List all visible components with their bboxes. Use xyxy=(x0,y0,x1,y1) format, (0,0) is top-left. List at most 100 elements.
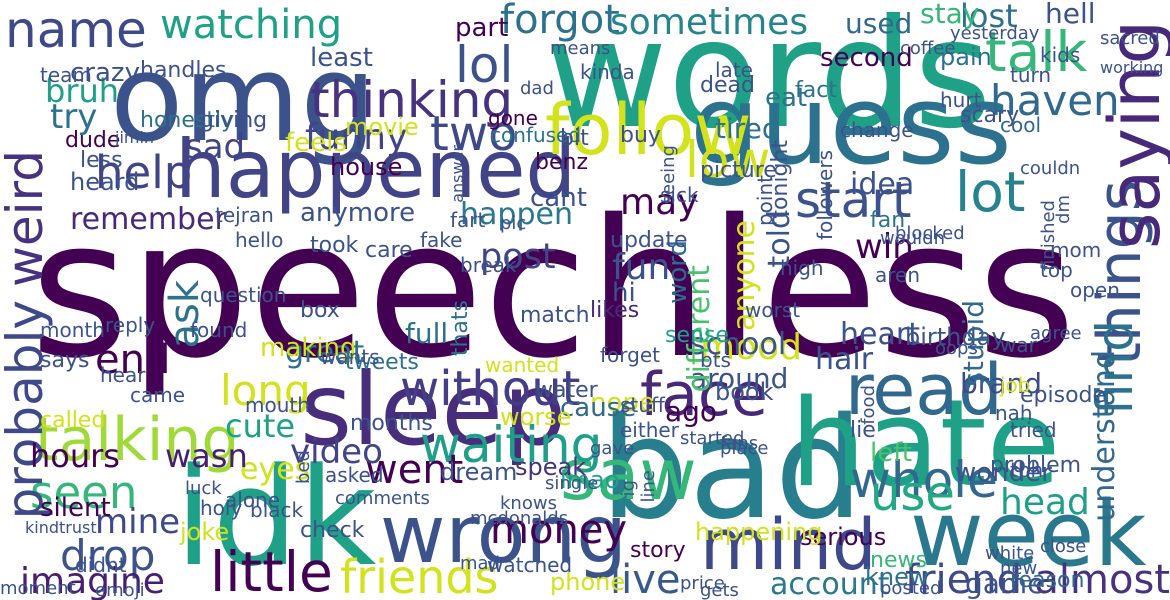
cloud-word: second xyxy=(820,43,913,73)
cloud-word: head xyxy=(1000,482,1090,523)
cloud-word: ago xyxy=(665,395,718,428)
cloud-word: may xyxy=(620,182,699,223)
cloud-word: wasn xyxy=(165,437,248,475)
cloud-word: month xyxy=(40,318,105,342)
cloud-word: black xyxy=(250,498,304,522)
cloud-word: lost xyxy=(960,0,1018,35)
cloud-word: crazy xyxy=(70,58,140,88)
cloud-word: couldn xyxy=(1020,158,1081,179)
cloud-word: news xyxy=(870,548,927,573)
cloud-word: forgot xyxy=(500,0,620,43)
cloud-word: check xyxy=(300,518,365,543)
cloud-word: speak xyxy=(515,453,587,481)
cloud-word: giving xyxy=(200,108,268,133)
cloud-word: called xyxy=(40,408,106,433)
cloud-word: hurt xyxy=(940,88,982,112)
cloud-word: seeing xyxy=(658,145,679,205)
cloud-word: fun xyxy=(612,247,671,288)
cloud-word: end xyxy=(95,337,171,383)
cloud-word: post xyxy=(480,237,556,277)
cloud-word: joke xyxy=(180,518,230,546)
cloud-word: went xyxy=(365,447,464,493)
cloud-word: low xyxy=(685,131,771,189)
cloud-word: change xyxy=(840,118,914,142)
cloud-word: knew xyxy=(865,563,929,591)
cloud-word: part xyxy=(455,13,509,43)
cloud-word: pic xyxy=(500,213,527,234)
cloud-word: tbh xyxy=(1010,458,1044,482)
cloud-word: little xyxy=(210,540,333,600)
cloud-word: lol xyxy=(455,36,514,94)
cloud-word: almost xyxy=(1034,557,1170,600)
cloud-word: seen xyxy=(30,466,138,519)
cloud-word: two xyxy=(430,106,518,162)
cloud-word: silent xyxy=(40,493,111,523)
cloud-word: luck xyxy=(185,478,222,499)
cloud-word: mood xyxy=(700,327,802,368)
cloud-word: comments xyxy=(335,488,430,509)
cloud-word: gave xyxy=(590,438,635,459)
cloud-word: reply xyxy=(105,313,156,337)
cloud-word: price xyxy=(680,573,725,594)
cloud-word: asked xyxy=(325,463,384,487)
cloud-word: omg xyxy=(110,30,377,169)
cloud-word: whole xyxy=(850,451,998,509)
cloud-word: bed xyxy=(293,450,314,484)
cloud-word: close xyxy=(1040,536,1087,557)
cloud-word: great xyxy=(285,335,365,370)
cloud-word: read xyxy=(845,349,1003,431)
cloud-word: question xyxy=(200,283,287,307)
cloud-word: imagine xyxy=(20,561,165,600)
cloud-word: knows xyxy=(500,493,557,514)
cloud-word: thinking xyxy=(310,71,514,129)
cloud-word: lot xyxy=(955,160,1026,224)
cloud-word: picture xyxy=(700,158,777,183)
cloud-word: happened xyxy=(175,123,577,216)
cloud-word: sick xyxy=(660,183,699,207)
cloud-word: week xyxy=(910,482,1147,587)
cloud-word: video xyxy=(290,432,383,472)
cloud-word: used xyxy=(845,7,913,40)
cloud-word: tired xyxy=(715,112,780,145)
cloud-word: mine xyxy=(95,502,181,542)
cloud-word: honestly xyxy=(140,108,235,133)
cloud-word: funny xyxy=(305,117,408,158)
cloud-word: followers xyxy=(813,150,837,240)
cloud-word: talking xyxy=(35,405,240,475)
cloud-word: buy xyxy=(620,123,661,148)
cloud-word: wrong xyxy=(380,488,627,581)
cloud-word: hours xyxy=(30,437,120,475)
cloud-word: ig xyxy=(618,480,639,497)
cloud-word: house xyxy=(330,153,403,181)
cloud-word: benz xyxy=(535,150,588,175)
cloud-word: drop xyxy=(60,531,156,580)
cloud-word: point xyxy=(753,175,777,227)
cloud-word: game xyxy=(965,567,1045,600)
cloud-word: war xyxy=(1000,333,1037,357)
cloud-word: oops xyxy=(935,338,978,359)
cloud-word: school xyxy=(690,327,787,362)
cloud-word: gets xyxy=(700,580,739,600)
cloud-word: nah xyxy=(995,401,1033,425)
cloud-word: try xyxy=(50,97,98,137)
cloud-word: holy xyxy=(200,496,243,520)
cloud-word: tweets xyxy=(345,350,419,375)
cloud-word: words xyxy=(545,0,992,162)
cloud-word: team xyxy=(40,63,92,87)
cloud-word: less xyxy=(80,148,123,173)
cloud-word: feels xyxy=(285,128,347,158)
cloud-word: money xyxy=(490,507,628,553)
cloud-word: handles xyxy=(140,58,227,83)
cloud-word: happening xyxy=(695,518,823,546)
cloud-word: understand xyxy=(1087,350,1122,522)
cloud-word: fart xyxy=(450,208,486,232)
cloud-word: dead xyxy=(700,73,755,98)
cloud-word: alone xyxy=(225,488,281,512)
cloud-word: brand xyxy=(960,367,1042,400)
cloud-word: least xyxy=(310,43,373,73)
cloud-word: stay xyxy=(920,0,980,30)
cloud-word: cute xyxy=(225,407,296,445)
cloud-word: found xyxy=(190,318,248,342)
cloud-word: place xyxy=(720,438,769,459)
cloud-word: talk xyxy=(985,20,1088,84)
